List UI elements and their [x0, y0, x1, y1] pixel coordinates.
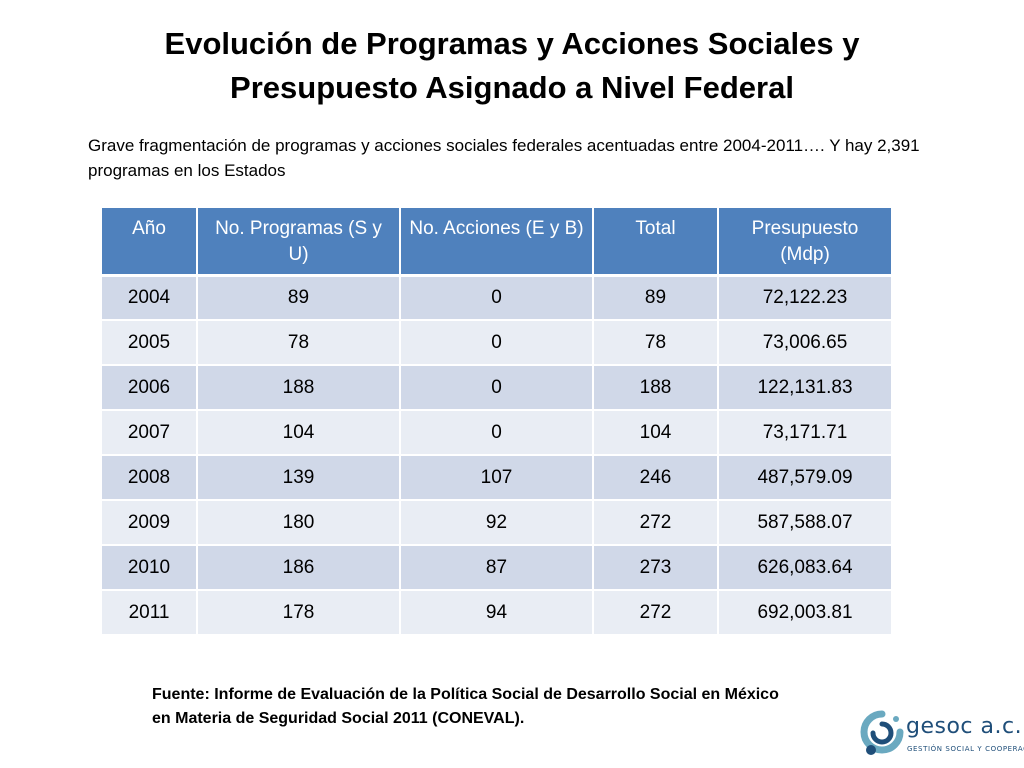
cell-presupuesto: 73,171.71	[717, 409, 893, 456]
cell-acciones: 94	[399, 589, 594, 636]
source-line-1: Fuente: Informe de Evaluación de la Polí…	[152, 686, 779, 703]
table-row: 2010 186 87 273 626,083.64	[100, 544, 893, 591]
cell-acciones: 0	[399, 364, 594, 411]
table-row: 2006 188 0 188 122,131.83	[100, 364, 893, 411]
header-programas: No. Programas (S y U)	[196, 206, 401, 277]
programs-table: Año No. Programas (S y U) No. Acciones (…	[100, 206, 893, 636]
cell-ano: 2004	[100, 274, 198, 321]
cell-presupuesto: 626,083.64	[717, 544, 893, 591]
cell-total: 246	[592, 454, 719, 501]
cell-programas: 89	[196, 274, 401, 321]
cell-programas: 78	[196, 319, 401, 366]
table-row: 2009 180 92 272 587,588.07	[100, 499, 893, 546]
title-line-2: Presupuesto Asignado a Nivel Federal	[230, 70, 794, 105]
cell-programas: 186	[196, 544, 401, 591]
cell-acciones: 0	[399, 409, 594, 456]
source-note: Fuente: Informe de Evaluación de la Polí…	[152, 683, 892, 731]
header-presupuesto: Presupuesto (Mdp)	[717, 206, 893, 277]
table-row: 2004 89 0 89 72,122.23	[100, 274, 893, 321]
cell-total: 78	[592, 319, 719, 366]
cell-ano: 2010	[100, 544, 198, 591]
cell-presupuesto: 692,003.81	[717, 589, 893, 636]
header-acciones: No. Acciones (E y B)	[399, 206, 594, 277]
cell-programas: 139	[196, 454, 401, 501]
table-row: 2007 104 0 104 73,171.71	[100, 409, 893, 456]
gesoc-logo-icon	[860, 710, 904, 755]
cell-total: 89	[592, 274, 719, 321]
cell-ano: 2008	[100, 454, 198, 501]
table-row: 2005 78 0 78 73,006.65	[100, 319, 893, 366]
cell-presupuesto: 72,122.23	[717, 274, 893, 321]
cell-acciones: 107	[399, 454, 594, 501]
cell-total: 273	[592, 544, 719, 591]
cell-presupuesto: 122,131.83	[717, 364, 893, 411]
cell-ano: 2011	[100, 589, 198, 636]
cell-ano: 2009	[100, 499, 198, 546]
cell-programas: 180	[196, 499, 401, 546]
table-header-row: Año No. Programas (S y U) No. Acciones (…	[100, 206, 893, 277]
cell-acciones: 87	[399, 544, 594, 591]
header-ano: Año	[100, 206, 198, 277]
cell-total: 104	[592, 409, 719, 456]
page-title: Evolución de Programas y Acciones Social…	[60, 22, 964, 110]
cell-total: 272	[592, 589, 719, 636]
cell-presupuesto: 73,006.65	[717, 319, 893, 366]
cell-acciones: 92	[399, 499, 594, 546]
gesoc-logo: gesoc a.c. GESTIÓN SOCIAL Y COOPERACIÓN	[860, 710, 1024, 768]
table-row: 2008 139 107 246 487,579.09	[100, 454, 893, 501]
cell-programas: 104	[196, 409, 401, 456]
cell-presupuesto: 487,579.09	[717, 454, 893, 501]
cell-total: 272	[592, 499, 719, 546]
cell-ano: 2006	[100, 364, 198, 411]
cell-ano: 2005	[100, 319, 198, 366]
cell-ano: 2007	[100, 409, 198, 456]
cell-acciones: 0	[399, 319, 594, 366]
source-line-2: en Materia de Seguridad Social 2011 (CON…	[152, 710, 525, 727]
title-line-1: Evolución de Programas y Acciones Social…	[164, 26, 860, 61]
cell-total: 188	[592, 364, 719, 411]
cell-programas: 178	[196, 589, 401, 636]
cell-acciones: 0	[399, 274, 594, 321]
logo-name: gesoc a.c.	[906, 714, 1023, 739]
cell-presupuesto: 587,588.07	[717, 499, 893, 546]
logo-tagline: GESTIÓN SOCIAL Y COOPERACIÓN	[907, 745, 1024, 753]
subtitle-text: Grave fragmentación de programas y accio…	[88, 136, 920, 180]
table-row: 2011 178 94 272 692,003.81	[100, 589, 893, 636]
cell-programas: 188	[196, 364, 401, 411]
header-total: Total	[592, 206, 719, 277]
